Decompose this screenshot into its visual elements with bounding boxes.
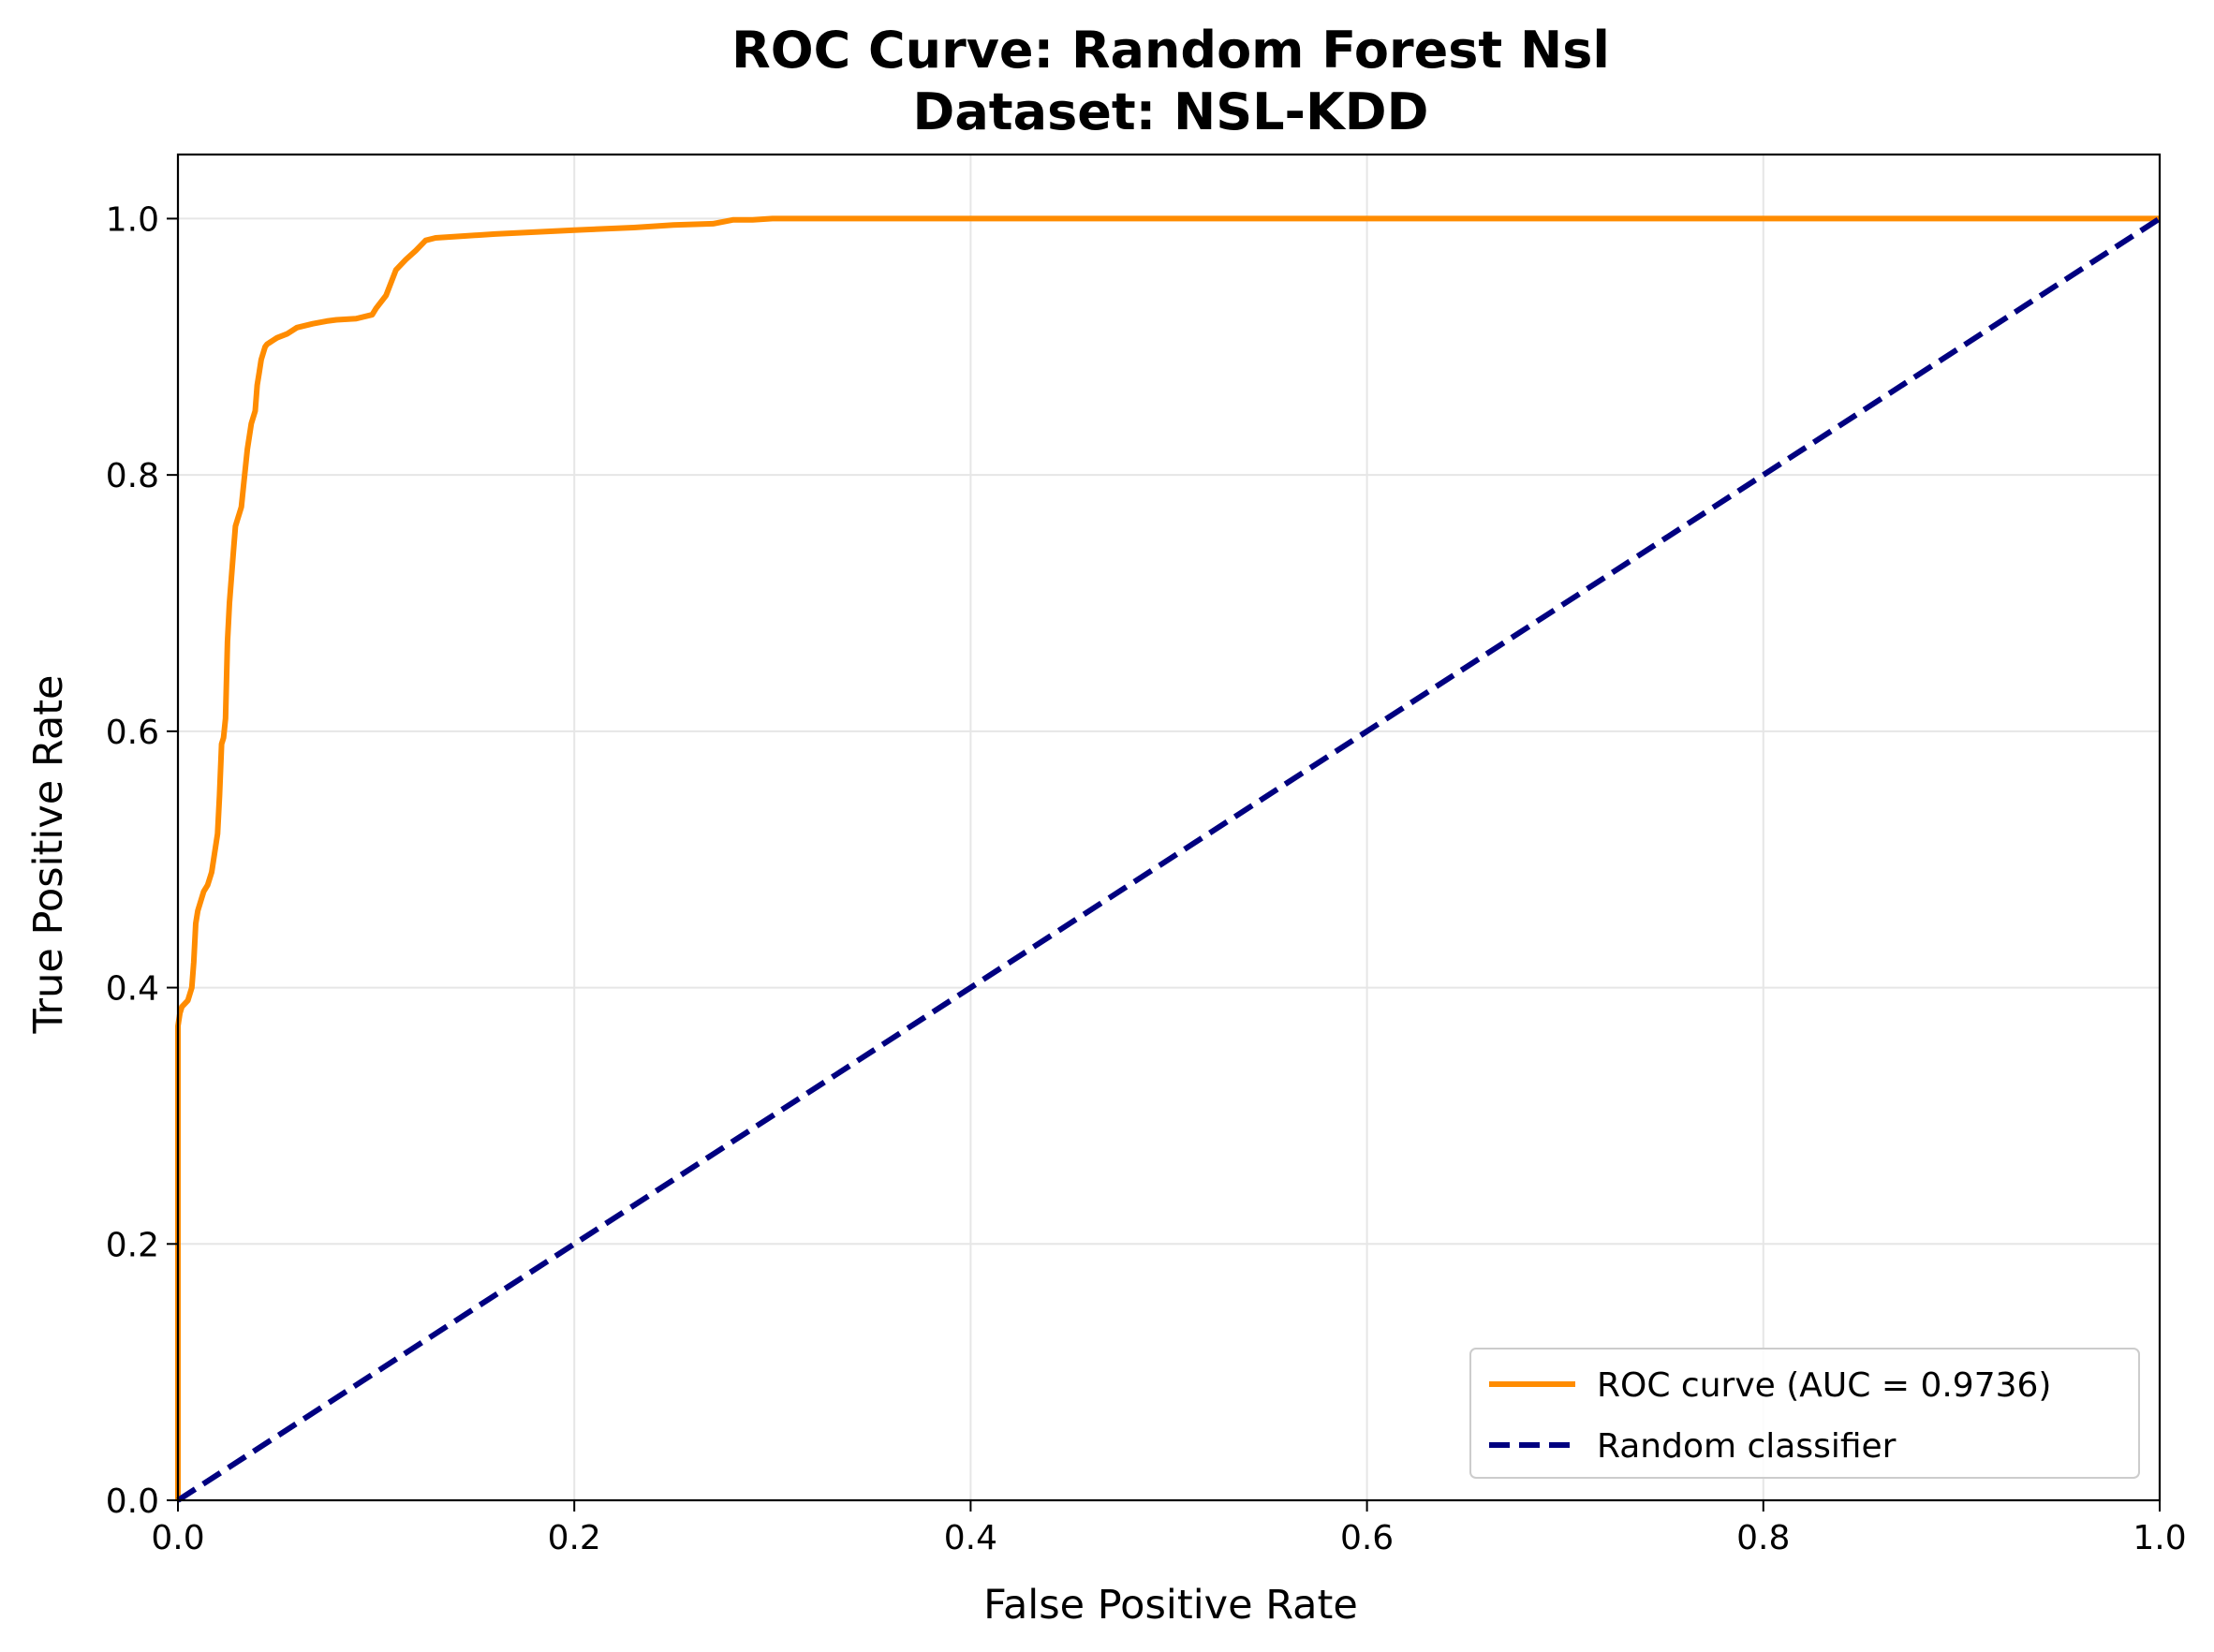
- y-tick-label: 0.8: [106, 457, 159, 495]
- legend-label: ROC curve (AUC = 0.9736): [1597, 1366, 2051, 1405]
- x-tick-label: 0.4: [944, 1519, 997, 1557]
- x-tick-label: 0.0: [151, 1519, 204, 1557]
- grid-lines: [177, 155, 2161, 1501]
- y-tick-label: 1.0: [106, 200, 159, 239]
- x-axis-label: False Positive Rate: [983, 1582, 1358, 1629]
- axis-ticks: 0.0 0.2 0.4 0.6 0.8 1.0 0.0 0.2 0.4 0.6 0.8 1.0: [106, 200, 2187, 1557]
- y-tick-label: 0.0: [106, 1482, 159, 1521]
- chart-title: ROC Curve: Random Forest Nsl: [731, 21, 1610, 80]
- x-tick-label: 0.6: [1340, 1519, 1394, 1557]
- legend: ROC curve (AUC = 0.9736) Random classifie…: [1469, 1348, 2140, 1479]
- y-tick-label: 0.6: [106, 714, 159, 752]
- random-classifier-line: [176, 215, 2162, 1503]
- x-tick-label: 0.2: [548, 1519, 601, 1557]
- y-axis-label: True Positive Rate: [25, 674, 72, 1034]
- chart-subtitle: Dataset: NSL-KDD: [913, 82, 1429, 141]
- y-tick-label: 0.2: [106, 1226, 159, 1264]
- plot-frame: [176, 153, 2162, 1502]
- legend-box: [1469, 1348, 2140, 1479]
- x-tick-label: 0.8: [1736, 1519, 1790, 1557]
- legend-label: Random classifier: [1597, 1427, 1897, 1466]
- y-tick-label: 0.4: [106, 970, 159, 1009]
- series-layer: [175, 215, 2162, 1503]
- roc-curve-line: [175, 215, 2160, 1500]
- x-tick-label: 1.0: [2133, 1519, 2186, 1557]
